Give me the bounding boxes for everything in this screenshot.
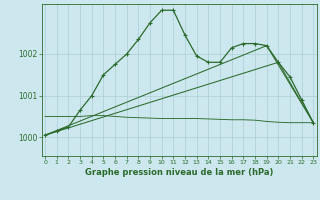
- X-axis label: Graphe pression niveau de la mer (hPa): Graphe pression niveau de la mer (hPa): [85, 168, 273, 177]
